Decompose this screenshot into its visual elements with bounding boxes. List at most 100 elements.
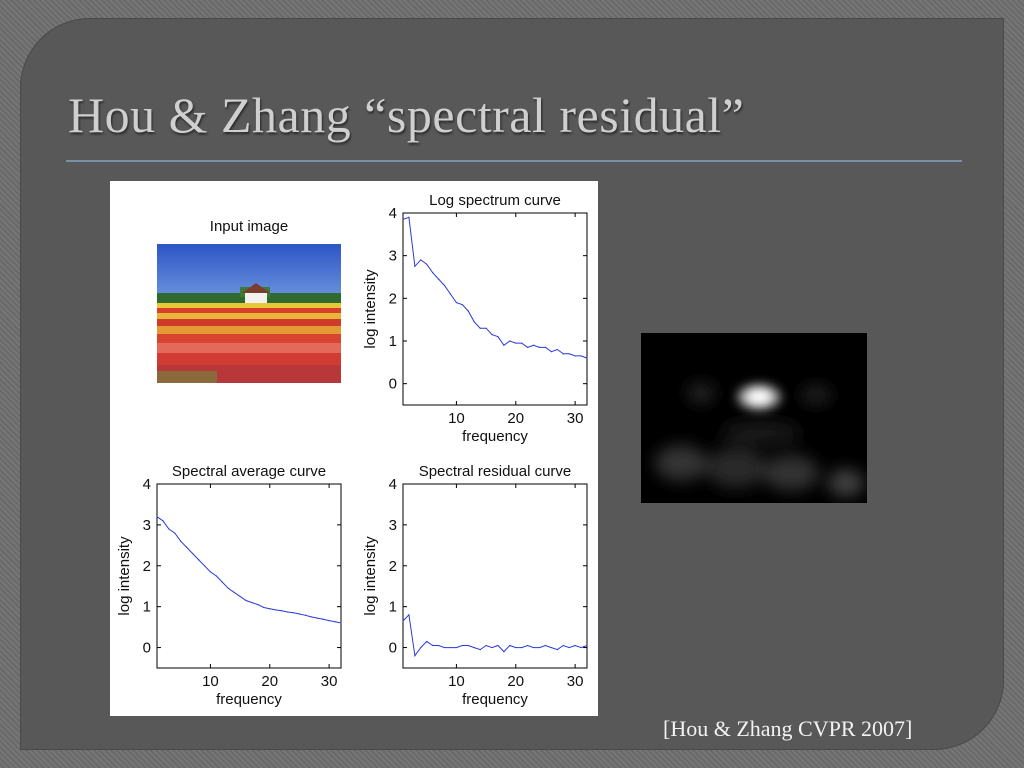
y-tick-label: 0 xyxy=(389,640,397,657)
data-point xyxy=(544,346,547,348)
data-point xyxy=(574,644,576,647)
data-point xyxy=(503,651,505,653)
x-axis-label: frequency xyxy=(462,428,528,445)
data-point xyxy=(402,620,404,622)
x-tick-label: 30 xyxy=(567,673,584,690)
data-point xyxy=(538,646,541,649)
data-point xyxy=(455,302,458,304)
data-point xyxy=(586,357,588,359)
data-point xyxy=(461,304,463,306)
data-point xyxy=(334,621,336,623)
data-point xyxy=(257,604,259,606)
data-point xyxy=(168,528,170,530)
y-tick-label: 4 xyxy=(143,476,151,493)
data-point xyxy=(180,540,182,542)
data-point xyxy=(556,649,558,651)
data-point xyxy=(233,591,235,593)
data-point xyxy=(245,599,247,602)
y-tick-label: 3 xyxy=(389,517,397,534)
data-point xyxy=(515,342,517,344)
data-point xyxy=(532,646,535,649)
x-tick-label: 20 xyxy=(507,673,524,690)
data-point xyxy=(521,342,523,344)
x-tick-label: 20 xyxy=(261,673,278,690)
slide-title: Hou & Zhang “spectral residual” xyxy=(68,87,745,143)
data-point xyxy=(316,617,318,619)
data-point xyxy=(304,614,306,616)
data-point xyxy=(556,348,558,351)
data-point xyxy=(538,346,541,348)
data-point xyxy=(568,353,570,355)
data-point xyxy=(186,546,188,548)
data-point xyxy=(455,646,458,649)
data-point xyxy=(402,218,404,220)
data-point xyxy=(485,327,487,329)
x-tick-label: 20 xyxy=(507,410,524,427)
y-tick-label: 4 xyxy=(389,205,397,222)
plot-frame xyxy=(402,212,588,406)
chart-title: Log spectrum curve xyxy=(429,192,561,209)
paper-figure: Input image xyxy=(110,181,598,716)
x-tick-label: 10 xyxy=(448,410,465,427)
data-point xyxy=(509,644,511,647)
data-point xyxy=(227,587,229,589)
data-point xyxy=(215,575,217,577)
chart-title: Spectral residual curve xyxy=(419,463,572,480)
data-point xyxy=(443,646,446,649)
x-tick-label: 30 xyxy=(567,410,584,427)
data-point xyxy=(310,616,312,618)
data-point xyxy=(497,644,499,647)
data-point xyxy=(574,355,576,357)
data-point xyxy=(174,532,176,534)
series-line xyxy=(402,613,588,657)
input-image-tulip-field xyxy=(157,244,341,383)
data-point xyxy=(203,565,206,567)
data-point xyxy=(275,609,277,611)
y-tick-label: 1 xyxy=(143,599,151,616)
x-axis-label: frequency xyxy=(216,691,282,708)
citation-text: [Hou & Zhang CVPR 2007] xyxy=(663,716,913,741)
input-image-title: Input image xyxy=(210,218,288,235)
data-point xyxy=(269,608,271,610)
y-axis-label: log intensity xyxy=(362,269,379,349)
data-point xyxy=(408,614,410,616)
data-point xyxy=(509,340,511,342)
data-point xyxy=(286,611,289,613)
y-tick-label: 3 xyxy=(389,248,397,265)
data-point xyxy=(340,622,342,624)
data-point xyxy=(438,644,440,647)
data-point xyxy=(209,571,212,573)
series-line xyxy=(402,216,588,359)
data-point xyxy=(414,655,416,657)
figure-svg: Input image xyxy=(116,192,588,708)
series-line xyxy=(156,516,342,624)
data-point xyxy=(527,644,529,647)
data-point xyxy=(449,293,452,295)
data-point xyxy=(467,644,469,647)
data-point xyxy=(281,610,283,612)
data-point xyxy=(162,520,164,522)
data-point xyxy=(426,263,428,265)
y-tick-label: 2 xyxy=(389,558,397,575)
data-point xyxy=(485,644,487,647)
y-tick-label: 0 xyxy=(143,640,151,657)
data-point xyxy=(497,336,499,338)
y-tick-label: 1 xyxy=(389,333,397,350)
x-tick-label: 10 xyxy=(448,673,465,690)
data-point xyxy=(473,646,475,649)
data-point xyxy=(467,310,469,312)
data-point xyxy=(239,595,241,598)
chart-title: Spectral average curve xyxy=(172,463,326,480)
y-tick-label: 4 xyxy=(389,476,397,493)
data-point xyxy=(550,646,552,649)
y-axis-label: log intensity xyxy=(362,536,379,616)
y-axis-label: log intensity xyxy=(116,536,133,616)
data-point xyxy=(461,644,463,647)
title-divider xyxy=(66,160,962,162)
data-point xyxy=(156,516,158,518)
x-tick-label: 30 xyxy=(321,673,338,690)
data-point xyxy=(503,344,505,346)
data-point xyxy=(292,612,295,614)
data-point xyxy=(515,646,517,649)
data-point xyxy=(568,646,570,649)
